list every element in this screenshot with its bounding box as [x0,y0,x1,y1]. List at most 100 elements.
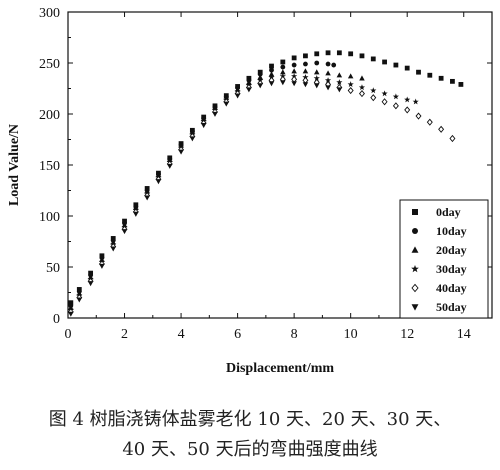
data-point-20day [280,69,286,75]
data-point-0day [291,55,297,61]
data-point-50day [325,85,331,91]
x-tick-label: 2 [121,327,128,342]
y-tick-label: 0 [53,312,60,327]
data-point-30day [347,81,354,88]
data-point-10day [331,62,337,68]
data-point-0day [416,69,421,75]
data-point-0day [269,63,274,69]
data-point-50day [302,82,309,88]
data-point-50day [223,101,230,107]
data-point-20day [336,72,343,78]
data-series [67,50,464,317]
y-tick-label: 50 [46,261,60,276]
data-point-0day [382,59,387,65]
legend-marker-10day [412,228,418,234]
legend-label: 10day [436,224,467,238]
legend-label: 0day [436,205,461,219]
x-axis: 0 2 4 6 8 10 12 14 [65,12,471,342]
data-point-50day [246,87,252,93]
data-point-10day [325,61,331,67]
data-point-20day [246,79,252,85]
load-displacement-chart: 0 2 4 6 8 10 12 14 0 50 100 150 200 250 300 Displacem… [7,6,493,376]
data-point-0day [280,59,286,65]
data-point-10day [269,67,274,73]
legend-item-0day: 0day [412,205,461,219]
data-point-10day [291,62,297,68]
data-point-50day [234,93,241,99]
data-point-30day [412,98,419,105]
legend-box [399,199,489,319]
data-point-40day [415,112,422,120]
data-point-0day [404,65,410,71]
data-point-50day [167,163,173,169]
data-point-50day [268,81,275,87]
data-point-50day [178,149,184,155]
legend-item-40day: 40day [411,281,467,295]
data-point-20day [347,73,354,79]
data-point-0day [359,53,365,59]
legend-item-20day: 20day [411,243,467,257]
data-point-50day [121,229,128,235]
x-tick-label: 12 [400,327,414,342]
data-point-50day [155,179,162,185]
data-point-20day [291,68,297,74]
x-tick-label: 6 [234,327,241,342]
x-tick-label: 10 [344,327,358,342]
legend-marker-50day [411,304,419,311]
data-point-20day [268,71,275,77]
x-tick-label: 14 [457,327,471,342]
caption-line-1: 图 4 树脂浇铸体盐雾老化 10 天、20 天、30 天、 [48,409,452,430]
data-point-0day [348,51,354,57]
x-tick-label: 4 [178,327,185,342]
figure-caption: 图 4 树脂浇铸体盐雾老化 10 天、20 天、30 天、 40 天、50 天后… [0,405,500,465]
data-point-40day [392,102,399,110]
data-point-50day [313,83,320,89]
data-point-0day [336,50,342,56]
legend-marker-30day [411,264,419,273]
data-point-50day [291,81,297,87]
data-point-30day [324,77,332,83]
data-point-40day [381,98,388,106]
data-point-0day [458,82,464,87]
data-point-20day [359,75,365,81]
x-tick-label: 8 [291,327,298,342]
data-point-20day [313,69,320,75]
data-point-50day [76,297,83,303]
data-point-0day [438,75,444,81]
data-point-30day [381,90,388,97]
caption-line-2: 40 天、50 天后的弯曲强度曲线 [122,439,378,460]
data-point-50day [68,311,74,317]
x-axis-title: Displacement/mm [226,361,334,376]
y-tick-label: 100 [39,210,60,225]
data-point-30day [370,87,377,94]
data-point-50day [189,136,196,142]
data-point-0day [68,300,74,306]
data-point-50day [280,80,286,86]
data-point-40day [370,94,377,102]
data-point-50day [99,263,105,269]
y-tick-label: 150 [39,159,60,174]
data-point-50day [87,281,94,287]
legend-label: 30day [436,262,467,276]
y-tick-label: 300 [39,6,60,21]
data-point-10day [257,71,263,77]
data-point-40day [426,118,433,126]
data-point-20day [257,74,263,80]
y-axis-title: Load Value/N [7,124,22,206]
data-point-10day [280,64,286,70]
data-point-0day [370,56,376,62]
legend-label: 20day [436,243,467,257]
data-point-30day [313,75,320,81]
data-point-50day [200,123,207,129]
legend-item-50day: 50day [411,300,467,314]
data-point-40day [438,125,445,133]
legend-label: 50day [436,300,467,314]
legend-marker-40day [411,283,419,293]
data-point-40day [347,86,354,95]
data-point-40day [404,106,411,114]
legend-marker-20day [411,246,419,253]
data-point-20day [302,68,309,74]
data-point-0day [325,50,331,56]
legend-label: 40day [436,281,467,295]
data-point-20day [325,70,331,76]
